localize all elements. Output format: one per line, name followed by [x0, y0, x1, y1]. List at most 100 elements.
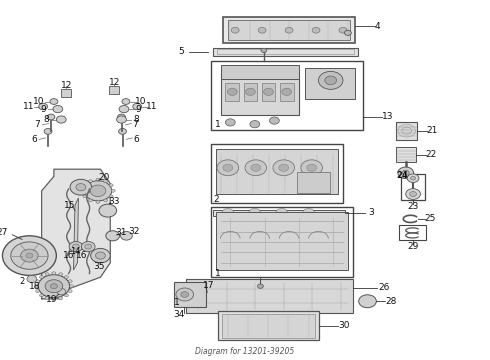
Circle shape [44, 129, 52, 134]
Bar [220, 72, 299, 115]
Text: 27: 27 [0, 228, 8, 237]
Text: 18: 18 [28, 282, 40, 291]
Circle shape [119, 105, 129, 113]
Circle shape [307, 164, 317, 171]
Text: 12: 12 [60, 81, 72, 90]
Circle shape [81, 189, 85, 192]
Circle shape [231, 27, 239, 33]
Text: 11: 11 [23, 102, 34, 111]
Bar [262, 83, 275, 101]
Bar [222, 314, 315, 338]
Text: 26: 26 [378, 283, 390, 292]
Bar [396, 147, 416, 162]
Circle shape [84, 181, 112, 201]
Text: 17: 17 [202, 281, 214, 289]
Text: 1: 1 [173, 298, 179, 307]
Polygon shape [42, 169, 110, 299]
Circle shape [222, 208, 234, 217]
Text: 22: 22 [426, 150, 437, 159]
Bar [399, 225, 426, 240]
Circle shape [279, 164, 289, 171]
Circle shape [276, 208, 288, 217]
Circle shape [402, 170, 409, 175]
Circle shape [301, 160, 322, 176]
Bar [223, 17, 355, 43]
Circle shape [36, 280, 40, 283]
Circle shape [339, 27, 347, 33]
Bar [211, 61, 363, 130]
Circle shape [52, 298, 56, 301]
Circle shape [122, 99, 130, 104]
Circle shape [133, 103, 142, 110]
Bar [216, 149, 338, 194]
Circle shape [359, 295, 376, 308]
Text: 11: 11 [146, 102, 158, 111]
Circle shape [89, 180, 93, 183]
Text: 7: 7 [34, 120, 40, 129]
Bar [244, 83, 257, 101]
Circle shape [85, 244, 92, 249]
Text: 7: 7 [132, 120, 138, 129]
Circle shape [104, 180, 108, 183]
Text: 20: 20 [98, 173, 110, 181]
Circle shape [34, 285, 38, 288]
Circle shape [282, 88, 292, 95]
Bar [216, 212, 348, 270]
Text: 28: 28 [385, 297, 397, 306]
Circle shape [312, 27, 320, 33]
Text: 9: 9 [40, 104, 46, 114]
Circle shape [39, 103, 48, 110]
Circle shape [40, 276, 44, 279]
Text: 25: 25 [424, 214, 436, 223]
Circle shape [83, 184, 87, 186]
Text: 1: 1 [215, 269, 221, 278]
Circle shape [26, 253, 33, 258]
Circle shape [411, 176, 416, 180]
Circle shape [68, 290, 72, 293]
Circle shape [91, 248, 110, 263]
Circle shape [225, 119, 235, 126]
Text: 12: 12 [108, 78, 120, 87]
Circle shape [40, 294, 44, 297]
Bar [217, 49, 354, 54]
Circle shape [249, 208, 261, 217]
Circle shape [47, 114, 55, 120]
Text: 6: 6 [31, 135, 37, 144]
Circle shape [64, 276, 68, 279]
Circle shape [406, 189, 420, 199]
Text: 5: 5 [178, 48, 184, 57]
Circle shape [2, 236, 56, 275]
Circle shape [118, 114, 125, 120]
Circle shape [250, 121, 260, 128]
Circle shape [217, 160, 239, 176]
Circle shape [285, 27, 293, 33]
Bar [109, 86, 119, 94]
Circle shape [325, 76, 337, 85]
Text: 24: 24 [396, 171, 408, 180]
Text: 2: 2 [20, 277, 25, 287]
Circle shape [96, 252, 105, 259]
Bar [213, 48, 358, 56]
Bar [297, 172, 330, 193]
Circle shape [96, 201, 100, 203]
Text: Diagram for 13201-39205: Diagram for 13201-39205 [196, 347, 294, 356]
Text: 23: 23 [407, 202, 419, 211]
Text: 4: 4 [374, 22, 380, 31]
Bar [174, 282, 206, 307]
Circle shape [45, 280, 63, 293]
Circle shape [398, 124, 416, 137]
Circle shape [261, 48, 267, 53]
Text: 8: 8 [133, 115, 139, 124]
Text: 35: 35 [94, 262, 105, 271]
Bar [213, 210, 345, 216]
Circle shape [104, 199, 108, 202]
Bar [305, 68, 355, 99]
Circle shape [59, 273, 63, 276]
Circle shape [245, 88, 255, 95]
Text: 32: 32 [128, 227, 140, 236]
Bar [211, 144, 343, 203]
Bar [396, 122, 417, 140]
Circle shape [70, 285, 74, 288]
Circle shape [119, 129, 126, 134]
Bar [220, 65, 299, 79]
